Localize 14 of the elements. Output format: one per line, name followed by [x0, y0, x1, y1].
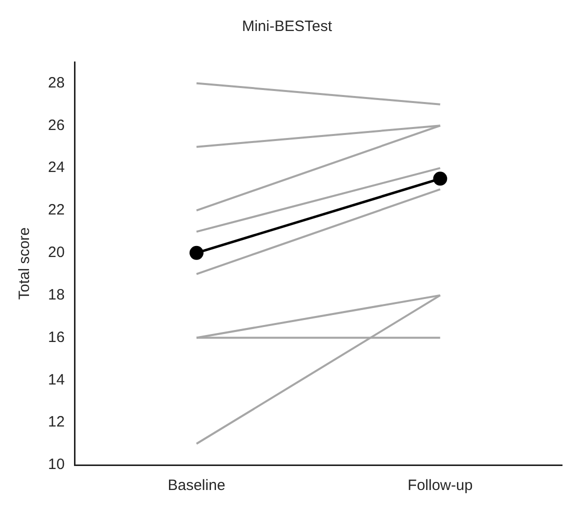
y-tick-label: 16	[48, 328, 65, 346]
y-tick-label: 24	[48, 159, 65, 176]
y-tick-label: 10	[48, 456, 65, 474]
y-tick-label: 26	[48, 116, 65, 134]
x-tick-label: Follow-up	[408, 477, 473, 494]
y-tick-label: 28	[48, 74, 65, 92]
y-tick-label: 12	[48, 414, 65, 431]
y-axis-title: Total score	[16, 227, 34, 300]
y-tick-label: 14	[48, 371, 65, 388]
x-tick-label: Baseline	[168, 477, 226, 494]
y-tick-label: 22	[48, 202, 65, 219]
y-tick-label: 20	[48, 244, 65, 262]
chart-title: Mini-BESTest	[242, 18, 333, 36]
y-tick-label: 18	[48, 286, 65, 304]
